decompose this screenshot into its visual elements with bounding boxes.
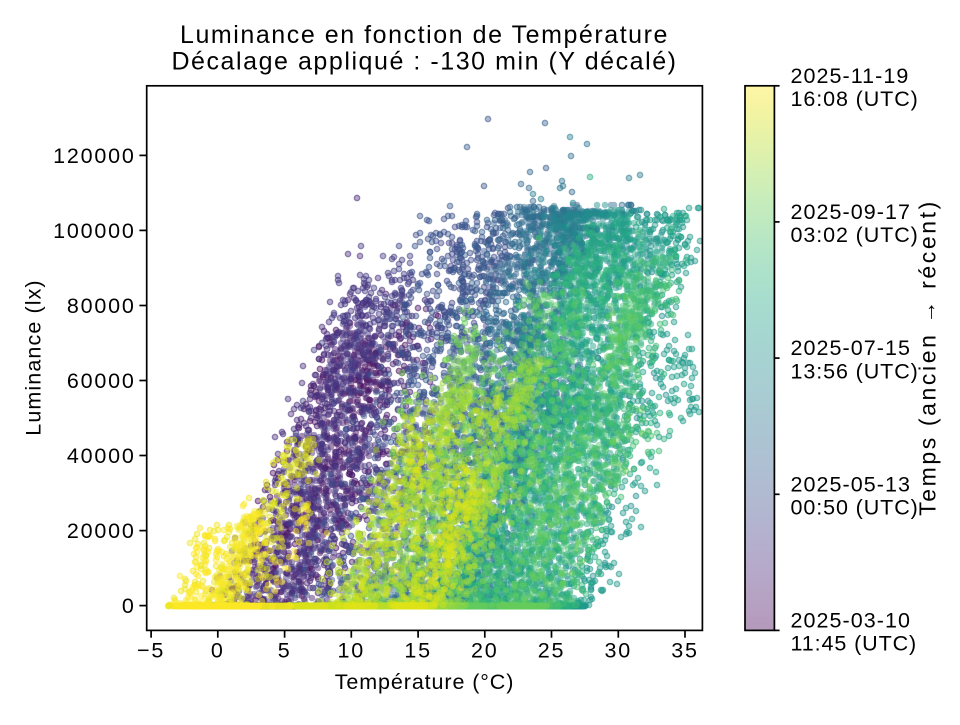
svg-text:80000: 80000 xyxy=(67,294,136,318)
svg-text:35: 35 xyxy=(671,639,699,663)
svg-text:2025-09-17: 2025-09-17 xyxy=(791,200,911,224)
svg-text:−5: −5 xyxy=(137,639,165,663)
svg-text:Luminance en fonction de Tempé: Luminance en fonction de Température xyxy=(180,21,669,49)
svg-text:100000: 100000 xyxy=(53,219,136,243)
svg-text:5: 5 xyxy=(278,639,292,663)
svg-text:11:45 (UTC): 11:45 (UTC) xyxy=(791,632,918,656)
svg-text:00:50 (UTC): 00:50 (UTC) xyxy=(791,496,919,520)
svg-text:40000: 40000 xyxy=(67,444,136,468)
svg-text:0: 0 xyxy=(211,639,225,663)
svg-text:2025-03-10: 2025-03-10 xyxy=(791,609,911,633)
svg-text:03:02 (UTC): 03:02 (UTC) xyxy=(791,223,919,247)
svg-text:16:08 (UTC): 16:08 (UTC) xyxy=(791,87,919,111)
svg-text:Température (°C): Température (°C) xyxy=(335,670,515,694)
svg-text:20000: 20000 xyxy=(67,519,136,543)
svg-text:0: 0 xyxy=(122,594,136,618)
svg-text:2025-07-15: 2025-07-15 xyxy=(791,336,911,360)
svg-text:60000: 60000 xyxy=(67,369,136,393)
svg-text:20: 20 xyxy=(471,639,499,663)
svg-text:15: 15 xyxy=(404,639,432,663)
svg-text:120000: 120000 xyxy=(53,144,136,168)
svg-text:Luminance (lx): Luminance (lx) xyxy=(22,279,46,435)
svg-text:25: 25 xyxy=(538,639,566,663)
svg-text:2025-05-13: 2025-05-13 xyxy=(791,472,911,496)
svg-text:Temps (ancien → récent): Temps (ancien → récent) xyxy=(915,199,941,516)
svg-text:30: 30 xyxy=(605,639,633,663)
svg-text:10: 10 xyxy=(338,639,366,663)
svg-text:13:56 (UTC): 13:56 (UTC) xyxy=(791,359,919,383)
svg-text:2025-11-19: 2025-11-19 xyxy=(791,64,910,88)
svg-text:Décalage appliqué : -130 min (: Décalage appliqué : -130 min (Y décalé) xyxy=(171,48,677,76)
